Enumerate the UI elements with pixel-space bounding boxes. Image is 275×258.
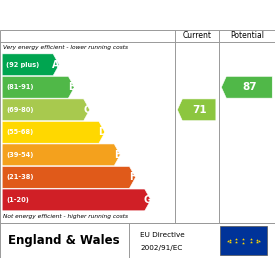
Text: (1-20): (1-20) [6,197,29,203]
Text: A: A [52,60,60,70]
Text: 71: 71 [192,105,207,115]
Text: (55-68): (55-68) [6,129,34,135]
Text: C: C [83,105,90,115]
Text: England & Wales: England & Wales [8,234,120,247]
Text: EU Directive: EU Directive [140,232,185,238]
Polygon shape [2,189,151,211]
Text: Potential: Potential [230,31,264,41]
Text: G: G [144,195,152,205]
Bar [220,226,267,255]
Text: Energy Efficiency Rating: Energy Efficiency Rating [8,8,192,21]
Polygon shape [2,166,136,188]
Text: 87: 87 [242,82,257,92]
Polygon shape [221,76,272,98]
Text: D: D [98,127,106,137]
Polygon shape [2,76,75,98]
Text: (69-80): (69-80) [6,107,34,113]
Text: E: E [114,150,120,160]
Polygon shape [2,99,90,121]
Polygon shape [2,144,120,166]
Text: (81-91): (81-91) [6,84,34,90]
Text: F: F [129,172,136,182]
Text: (39-54): (39-54) [6,152,34,158]
Text: (92 plus): (92 plus) [6,62,40,68]
Text: Very energy efficient - lower running costs: Very energy efficient - lower running co… [3,45,128,50]
Text: 2002/91/EC: 2002/91/EC [140,245,183,251]
Polygon shape [2,54,59,76]
Text: (21-38): (21-38) [6,174,34,180]
Text: Not energy efficient - higher running costs: Not energy efficient - higher running co… [3,214,128,219]
Polygon shape [2,122,105,143]
Text: Current: Current [182,31,211,41]
Text: B: B [68,82,75,92]
Polygon shape [177,99,216,121]
